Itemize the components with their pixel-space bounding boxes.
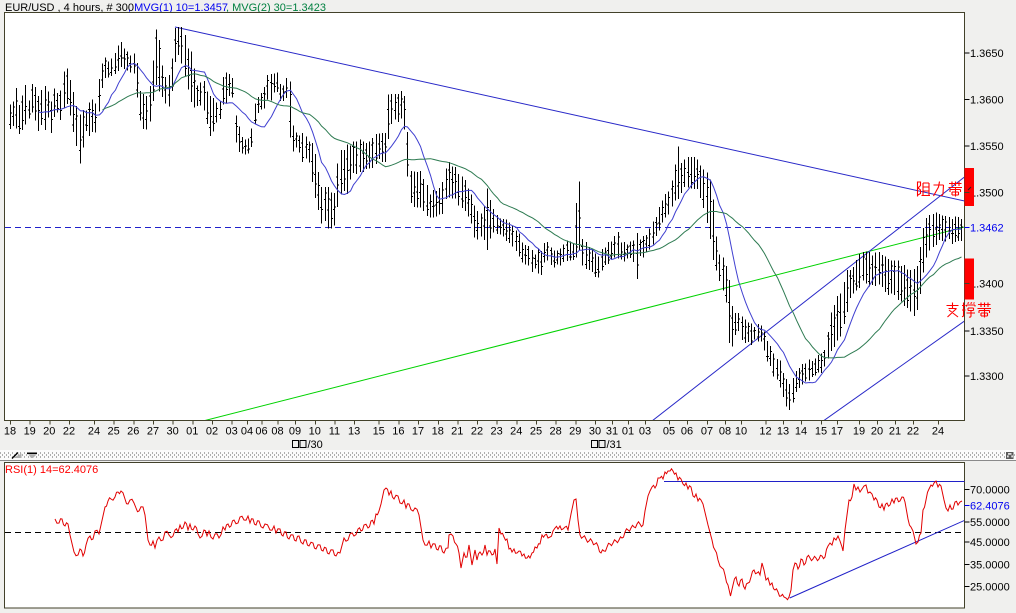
svg-text:18: 18 [4, 426, 16, 438]
svg-text:10: 10 [735, 426, 747, 438]
svg-text:08: 08 [271, 426, 283, 438]
svg-text:17: 17 [831, 426, 843, 438]
svg-text:08: 08 [719, 426, 731, 438]
svg-text:/31: /31 [607, 439, 622, 451]
svg-text:1.3350: 1.3350 [970, 326, 1004, 338]
svg-text:06: 06 [681, 426, 693, 438]
svg-text:, MVG(2) 30=1.3423: , MVG(2) 30=1.3423 [226, 2, 326, 14]
svg-text:1.3462: 1.3462 [970, 223, 1004, 235]
svg-text:01: 01 [622, 426, 634, 438]
svg-text:20: 20 [43, 426, 55, 438]
svg-text:13: 13 [348, 426, 360, 438]
svg-text:18: 18 [432, 426, 444, 438]
svg-text:22: 22 [907, 426, 919, 438]
svg-text:1.3550: 1.3550 [970, 141, 1004, 153]
svg-text:1.3500: 1.3500 [970, 188, 1004, 200]
svg-text:30: 30 [166, 426, 178, 438]
svg-text:05: 05 [663, 426, 675, 438]
svg-text:13: 13 [777, 426, 789, 438]
svg-text:, MVG(1) 10=1.3457: , MVG(1) 10=1.3457 [128, 2, 228, 14]
svg-text:1.3600: 1.3600 [970, 95, 1004, 107]
svg-text:12: 12 [759, 426, 771, 438]
svg-text:70.0000: 70.0000 [970, 485, 1010, 497]
svg-text:24: 24 [88, 426, 100, 438]
svg-text:RSI(1) 14=62.4076: RSI(1) 14=62.4076 [5, 464, 98, 476]
svg-text:24: 24 [932, 426, 944, 438]
svg-text:09: 09 [289, 426, 301, 438]
svg-text:45.0000: 45.0000 [970, 537, 1010, 549]
svg-text:22: 22 [63, 426, 75, 438]
svg-text:23: 23 [490, 426, 502, 438]
svg-text:15: 15 [373, 426, 385, 438]
svg-text:17: 17 [412, 426, 424, 438]
svg-text:/30: /30 [308, 439, 323, 451]
svg-text:19: 19 [853, 426, 865, 438]
svg-text:1.3300: 1.3300 [970, 371, 1004, 383]
svg-text:55.0000: 55.0000 [970, 517, 1010, 529]
svg-text:20: 20 [871, 426, 883, 438]
svg-text:31: 31 [606, 426, 618, 438]
svg-text:07: 07 [701, 426, 713, 438]
svg-text:15: 15 [815, 426, 827, 438]
svg-text:29: 29 [569, 426, 581, 438]
svg-text:11: 11 [329, 426, 340, 438]
svg-text:21: 21 [451, 426, 463, 438]
svg-text:26: 26 [127, 426, 139, 438]
svg-text:22: 22 [471, 426, 483, 438]
svg-text:10: 10 [309, 426, 321, 438]
svg-text:25: 25 [530, 426, 542, 438]
svg-text:02: 02 [206, 426, 218, 438]
svg-text:27: 27 [147, 426, 159, 438]
svg-text:EUR/USD , 4 hours, # 300: EUR/USD , 4 hours, # 300 [5, 2, 134, 14]
svg-text:16: 16 [392, 426, 404, 438]
svg-text:19: 19 [24, 426, 36, 438]
svg-text:06: 06 [255, 426, 267, 438]
svg-text:25: 25 [107, 426, 119, 438]
svg-text:14: 14 [795, 426, 807, 438]
svg-text:1.3650: 1.3650 [970, 48, 1004, 60]
svg-text:35.0000: 35.0000 [970, 560, 1010, 572]
svg-text:28: 28 [549, 426, 561, 438]
svg-text:21: 21 [889, 426, 901, 438]
svg-text:04: 04 [241, 426, 253, 438]
svg-text:30: 30 [589, 426, 601, 438]
svg-text:25.0000: 25.0000 [970, 581, 1010, 593]
svg-text:03: 03 [225, 426, 237, 438]
svg-text:03: 03 [639, 426, 651, 438]
svg-text:24: 24 [510, 426, 522, 438]
svg-text:1.3400: 1.3400 [970, 279, 1004, 291]
svg-text:01: 01 [186, 426, 198, 438]
svg-text:62.4076: 62.4076 [970, 500, 1010, 512]
